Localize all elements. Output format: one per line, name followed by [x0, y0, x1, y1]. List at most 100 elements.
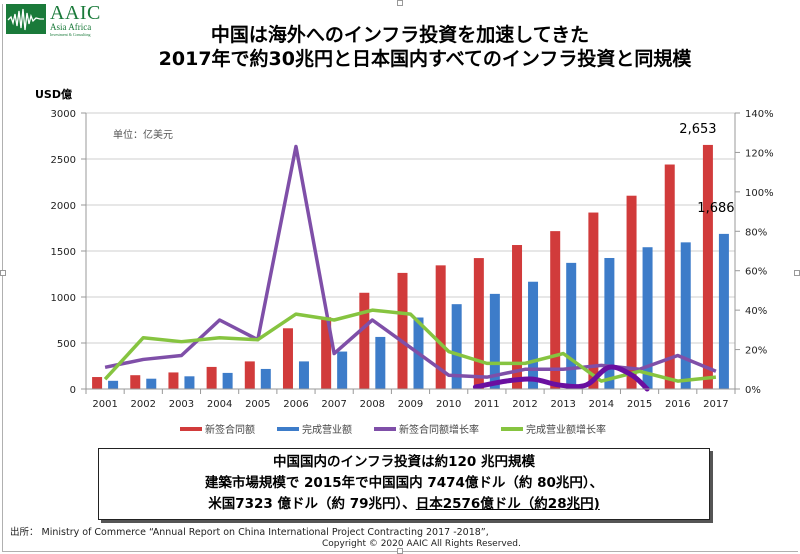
bar-new-contracts	[92, 377, 103, 389]
legend-label: 新签合同额	[205, 425, 255, 436]
summary-note-box: 中国国内のインフラ投資は約120 兆円規模 建築市場規模で 2015年で中国国内…	[98, 448, 710, 520]
y2-tick-label: 20%	[745, 346, 767, 357]
y2-tick-label: 80%	[745, 227, 767, 238]
resize-handle-top[interactable]	[397, 0, 403, 6]
data-label: 2,653	[679, 122, 716, 137]
bar-completed-revenue	[337, 351, 348, 389]
bar-completed-revenue	[260, 368, 271, 389]
bar-new-contracts	[397, 272, 408, 389]
bar-completed-revenue	[146, 378, 157, 389]
bar-new-contracts	[282, 328, 293, 389]
bar-new-contracts	[664, 164, 675, 389]
x-tick-label: 2001	[92, 399, 117, 410]
infrastructure-chart: 0 500 1000 1500 2000 2500 3000 0% 20% 40% 60% 80% 10…	[51, 109, 774, 410]
x-tick-label: 2002	[131, 399, 156, 410]
legend-item-new-contracts-growth: 新签合同额增长率	[374, 421, 479, 436]
legend-item-new-contracts: 新签合同额	[180, 421, 255, 436]
bar-new-contracts	[626, 195, 637, 389]
logo-tagline: Investment & Consulting	[50, 32, 91, 37]
bar-completed-revenue	[184, 376, 195, 389]
data-label: 1,686	[697, 201, 734, 216]
x-tick-label: 2006	[283, 399, 308, 410]
logo-waveform-icon	[6, 4, 46, 34]
x-tick-label: 2008	[360, 399, 385, 410]
bars	[92, 144, 729, 389]
x-tick-label: 2009	[398, 399, 423, 410]
x-tick-label: 2010	[436, 399, 461, 410]
bar-completed-revenue	[680, 242, 691, 389]
y2-tick-label: 100%	[745, 188, 774, 199]
x-tick-label: 2011	[474, 399, 499, 410]
y-tick-label: 1000	[51, 293, 76, 304]
bar-completed-revenue	[298, 361, 309, 389]
y2-tick-label: 140%	[745, 109, 774, 120]
legend-label: 完成营业额增长率	[526, 425, 606, 436]
y-tick-label: 0	[70, 385, 76, 396]
x-tick-label: 2007	[321, 399, 346, 410]
x-tick-label: 2005	[245, 399, 270, 410]
gridlines	[86, 112, 735, 344]
bar-completed-revenue	[489, 293, 500, 389]
aaic-logo: AAIC Asia Africa Investment & Consulting	[6, 2, 106, 37]
bar-completed-revenue	[604, 257, 615, 389]
bar-new-contracts	[244, 361, 255, 389]
growth-lines	[103, 144, 717, 392]
note-line-2: 建築市場規模で 2015年で中国国内 7474億ドル（約 80兆円）、	[204, 475, 604, 491]
legend-swatch	[374, 426, 396, 431]
bar-new-contracts	[130, 375, 141, 389]
bar-completed-revenue	[375, 336, 386, 389]
note-line-3-japan: 日本2576億ドル（約28兆円)	[415, 496, 600, 512]
note-line-3: 米国7323 億ドル（約 79兆円）、日本2576億ドル（約28兆円)	[99, 494, 709, 515]
x-tick-label: 2017	[703, 399, 728, 410]
bar-new-contracts	[550, 231, 561, 389]
y-tick-label: 1500	[51, 247, 76, 258]
note-line-1: 中国国内のインフラ投資は約120 兆円規模	[273, 454, 535, 470]
x-tick-label: 2004	[207, 399, 232, 410]
bar-new-contracts	[168, 372, 179, 389]
y-tick-label: 2500	[51, 155, 76, 166]
x-tick-label: 2015	[627, 399, 652, 410]
source-citation: 出所： Ministry of Commerce “Annual Report …	[10, 527, 489, 538]
annotation-curve	[472, 364, 650, 392]
resize-handle-left[interactable]	[0, 270, 6, 276]
page-title-line-1: 中国は海外へのインフラ投資を加速してきた	[210, 24, 590, 46]
bar-completed-revenue	[222, 372, 233, 389]
legend-label: 新签合同额增长率	[399, 425, 479, 436]
bar-new-contracts	[321, 317, 332, 389]
y2-tick-label: 120%	[745, 148, 774, 159]
x-tick-label: 2014	[589, 399, 614, 410]
y2-tick-label: 60%	[745, 267, 767, 278]
chart-legend: 新签合同额 完成营业额 新签合同额增长率 完成营业额增长率	[180, 421, 606, 436]
bar-completed-revenue	[451, 304, 462, 389]
bar-completed-revenue	[108, 380, 119, 389]
bar-completed-revenue	[528, 281, 539, 389]
bar-new-contracts	[206, 366, 217, 389]
legend-swatch	[501, 426, 523, 431]
note-line-3-us: 米国7323 億ドル（約 79兆円）、	[208, 496, 416, 512]
x-tick-label: 2016	[665, 399, 690, 410]
bar-new-contracts	[702, 144, 713, 389]
x-tick-label: 2003	[169, 399, 194, 410]
y-tick-label: 3000	[51, 109, 76, 120]
y-tick-label: 500	[57, 339, 76, 350]
bar-new-contracts	[588, 212, 599, 389]
page-title-line-2: 2017年で約30兆円と日本国内すべてのインフラ投資と同規模	[158, 48, 692, 70]
bar-completed-revenue	[566, 262, 577, 389]
legend-swatch	[180, 426, 202, 431]
legend-label: 完成营业额	[302, 425, 352, 436]
x-tick-label: 2013	[550, 399, 575, 410]
tick-labels: 0 500 1000 1500 2000 2500 3000 0% 20% 40% 60% 80% 10…	[51, 109, 774, 410]
axes	[81, 112, 740, 394]
bar-completed-revenue	[642, 247, 653, 389]
y2-tick-label: 40%	[745, 306, 767, 317]
y-axis-unit-label: USD億	[35, 88, 72, 101]
bar-completed-revenue	[718, 233, 729, 389]
x-tick-label: 2012	[512, 399, 537, 410]
y2-tick-label: 0%	[745, 385, 761, 396]
bar-new-contracts	[435, 265, 446, 389]
legend-item-completed-revenue-growth: 完成营业额增长率	[501, 421, 606, 436]
bar-new-contracts	[359, 292, 370, 389]
y-tick-label: 2000	[51, 201, 76, 212]
legend-item-completed-revenue: 完成营业额	[277, 421, 352, 436]
logo-title: AAIC	[50, 2, 101, 24]
